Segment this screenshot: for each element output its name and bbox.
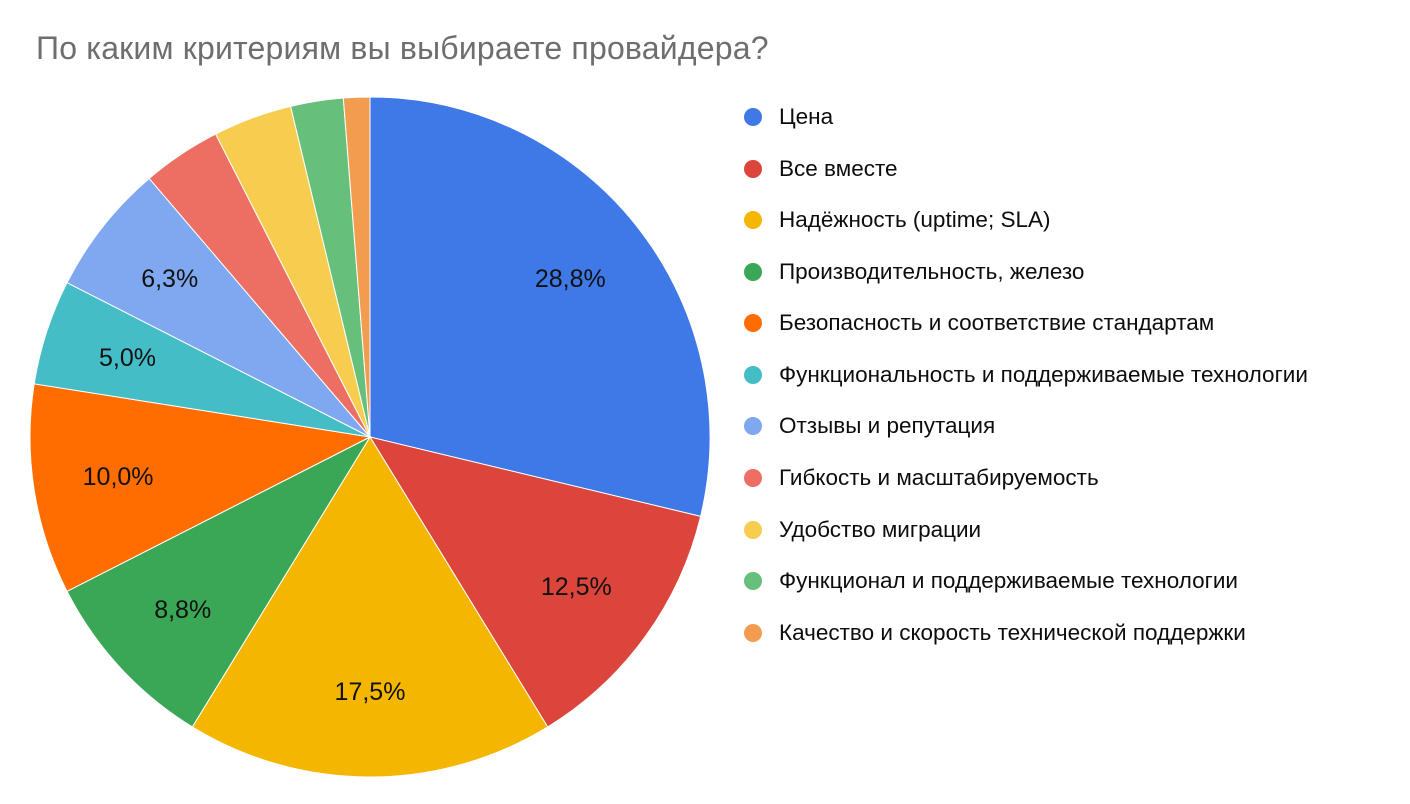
legend-label: Все вместе — [779, 155, 898, 181]
legend-item-4: Безопасность и соответствие стандартам — [744, 309, 1384, 338]
legend-item-6: Отзывы и репутация — [744, 412, 1384, 441]
legend-item-1: Все вместе — [744, 155, 1384, 184]
pie-slice-percent-label: 10,0% — [83, 463, 154, 491]
legend-label: Производительность, железо — [779, 258, 1085, 284]
pie-slice-percent-label: 6,3% — [141, 265, 198, 293]
pie-slice-3 — [66, 435, 372, 728]
pie-slice-1 — [368, 436, 702, 728]
legend: Цена Все вместе Надёжность (uptime; SLA) Пр… — [744, 103, 1384, 670]
pie-slice-percent-label: 28,8% — [535, 265, 606, 293]
legend-label: Отзывы и репутация — [779, 413, 996, 439]
legend-label: Надёжность (uptime; SLA) — [779, 207, 1051, 233]
pie-slice-2 — [191, 436, 549, 778]
legend-color-dot — [744, 417, 762, 436]
legend-item-3: Производительность, железо — [744, 258, 1384, 287]
pie-slice-6 — [66, 177, 371, 438]
legend-color-dot — [744, 159, 762, 178]
legend-item-10: Качество и скорость технической поддержк… — [744, 619, 1384, 648]
legend-color-dot — [744, 520, 762, 539]
legend-item-2: Надёжность (uptime; SLA) — [744, 206, 1384, 235]
pie-slice-percent-label: 5,0% — [99, 344, 156, 372]
legend-label: Цена — [779, 104, 834, 129]
pie-slice-percent-label: 12,5% — [541, 573, 612, 601]
legend-color-dot — [744, 314, 762, 333]
legend-label: Функционал и поддерживаемые технологии — [779, 568, 1238, 594]
pie-slice-percent-label: 17,5% — [335, 678, 406, 706]
legend-label: Удобство миграции — [779, 516, 982, 542]
pie-slice-percent-label: 8,8% — [154, 596, 211, 624]
legend-color-dot — [744, 211, 762, 230]
legend-item-9: Функционал и поддерживаемые технологии — [744, 567, 1384, 596]
legend-color-dot — [744, 572, 762, 591]
legend-item-5: Функциональность и поддерживаемые технол… — [744, 361, 1384, 390]
legend-label: Функциональность и поддерживаемые технол… — [779, 361, 1308, 387]
pie-chart: 28,8% 12,5% 17,5% 8,8% 10,0% 5,0% 6,3% — [29, 96, 711, 778]
legend-color-dot — [744, 262, 762, 281]
legend-item-0: Цена — [744, 103, 1384, 132]
legend-label: Безопасность и соответствие стандартам — [779, 310, 1215, 336]
legend-color-dot — [744, 365, 762, 384]
legend-item-7: Гибкость и масштабируемость — [744, 464, 1384, 493]
legend-color-dot — [744, 108, 762, 126]
pie-slice-4 — [29, 383, 372, 593]
pie-slice-10 — [342, 96, 371, 438]
chart-title: По каким критериям вы выбираете провайде… — [36, 30, 769, 66]
legend-item-8: Удобство миграции — [744, 516, 1384, 545]
legend-color-dot — [744, 468, 762, 487]
legend-label: Качество и скорость технической поддержк… — [779, 619, 1246, 645]
legend-label: Гибкость и масштабируемость — [779, 464, 1099, 490]
pie-slice-0 — [369, 96, 711, 517]
legend-color-dot — [744, 623, 762, 642]
